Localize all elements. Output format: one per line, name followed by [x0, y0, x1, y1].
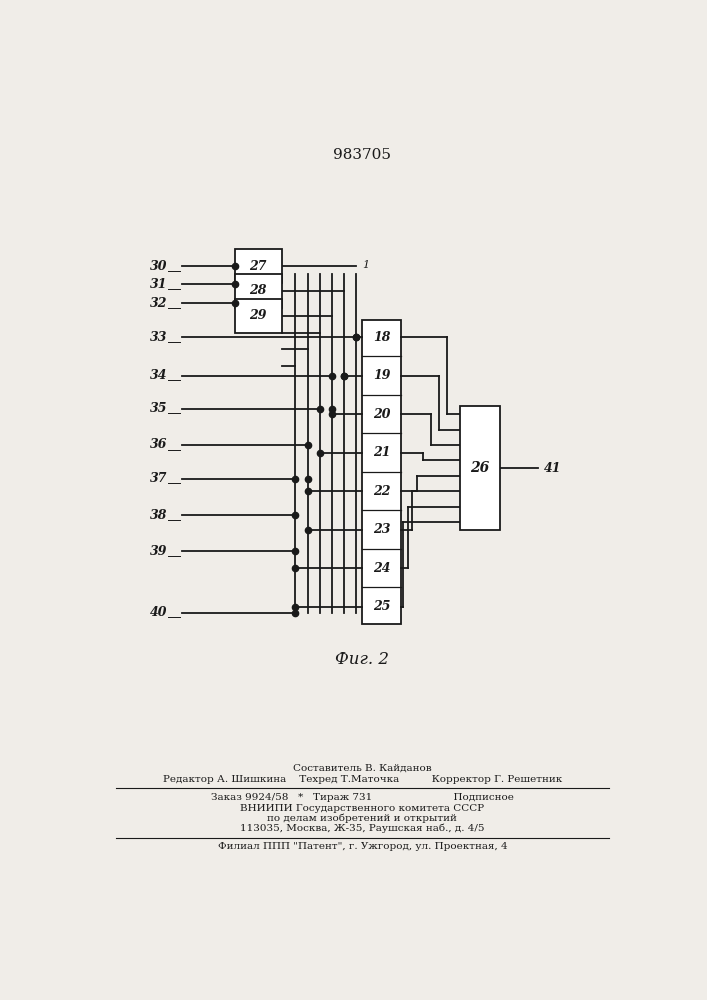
Text: 21: 21	[373, 446, 390, 459]
Bar	[363, 320, 401, 624]
Text: Редактор А. Шишкина    Техред Т.Маточка          Корректор Г. Решетник: Редактор А. Шишкина Техред Т.Маточка Кор…	[163, 775, 562, 784]
Text: 1: 1	[363, 260, 370, 270]
Text: 36: 36	[151, 438, 168, 451]
Text: 113035, Москва, Ж-35, Раушская наб., д. 4/5: 113035, Москва, Ж-35, Раушская наб., д. …	[240, 824, 484, 833]
Text: 18: 18	[373, 331, 390, 344]
Text: 38: 38	[151, 509, 168, 522]
Text: 30: 30	[151, 260, 168, 273]
Text: 40: 40	[151, 606, 168, 619]
Text: 39: 39	[151, 545, 168, 558]
Text: 33: 33	[151, 331, 168, 344]
Bar	[235, 299, 281, 333]
Text: 20: 20	[373, 408, 390, 421]
Text: Составитель В. Кайданов: Составитель В. Кайданов	[293, 764, 432, 773]
Text: 27: 27	[250, 260, 267, 273]
Text: 34: 34	[151, 369, 168, 382]
Bar	[460, 406, 500, 530]
Text: Фиг. 2: Фиг. 2	[335, 650, 390, 668]
Text: 28: 28	[250, 284, 267, 297]
Text: ВНИИПИ Государственного комитета СССР: ВНИИПИ Государственного комитета СССР	[240, 804, 484, 813]
Text: 22: 22	[373, 485, 390, 498]
Text: 25: 25	[373, 600, 390, 613]
Text: 41: 41	[544, 462, 562, 475]
Text: 31: 31	[151, 278, 168, 291]
Text: 23: 23	[373, 523, 390, 536]
Text: 32: 32	[151, 297, 168, 310]
Text: 29: 29	[250, 309, 267, 322]
Text: 35: 35	[151, 402, 168, 415]
Text: 24: 24	[373, 562, 390, 575]
Bar	[235, 249, 281, 283]
Text: 983705: 983705	[333, 148, 392, 162]
Text: 37: 37	[151, 472, 168, 485]
Bar	[235, 274, 281, 308]
Text: 26: 26	[471, 461, 490, 475]
Text: Заказ 9924/58   *   Тираж 731                         Подписное: Заказ 9924/58 * Тираж 731 Подписное	[211, 793, 514, 802]
Text: 19: 19	[373, 369, 390, 382]
Text: по делам изобретений и открытий: по делам изобретений и открытий	[267, 814, 457, 823]
Text: Филиал ППП "Патент", г. Ужгород, ул. Проектная, 4: Филиал ППП "Патент", г. Ужгород, ул. Про…	[218, 842, 507, 851]
